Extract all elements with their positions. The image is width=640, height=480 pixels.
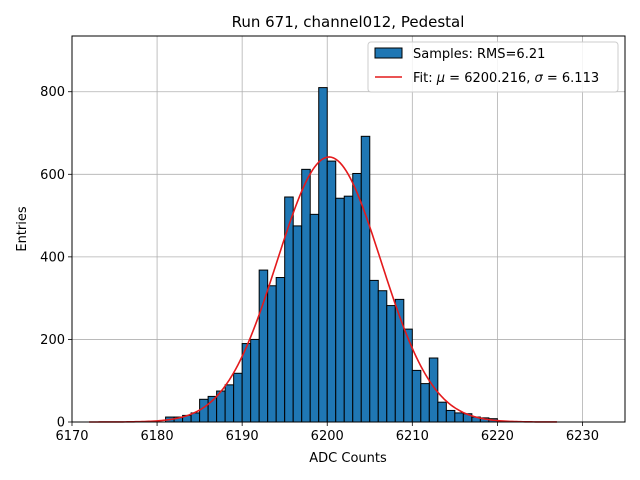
y-tick-label: 200: [40, 333, 65, 348]
x-axis-label: ADC Counts: [309, 451, 387, 466]
y-tick-label: 600: [40, 168, 65, 183]
x-tick-label: 6200: [311, 429, 344, 444]
legend-swatch-samples: [374, 47, 403, 59]
histogram-bar: [309, 213, 320, 423]
histogram-bar: [437, 401, 447, 423]
histogram-bar: [369, 279, 379, 423]
y-tick-label: 800: [40, 85, 65, 100]
histogram-bar: [454, 412, 464, 423]
legend-fit-sigma-part: = 6.113: [543, 71, 599, 86]
chart-title: Run 671, channel012, Pedestal: [232, 13, 465, 31]
x-tick-label: 6210: [396, 429, 429, 444]
legend-label-fit: Fit: μ = 6200.216, σ = 6.113: [413, 71, 599, 86]
histogram-bar: [326, 160, 337, 423]
histogram-bar: [335, 197, 345, 423]
histogram-bar: [284, 196, 294, 423]
x-tick-label: 6230: [566, 429, 599, 444]
histogram-bar: [233, 372, 243, 423]
histogram-bar: [250, 338, 260, 423]
histogram-bar: [360, 135, 371, 423]
histogram-bar: [420, 383, 430, 423]
y-axis-ticks: 0 200 400 600 800: [40, 85, 72, 431]
x-tick-label: 6180: [141, 429, 174, 444]
x-tick-label: 6220: [481, 429, 514, 444]
sigma-symbol: σ: [535, 71, 544, 86]
histogram-bar: [343, 195, 354, 423]
histogram-bar: [301, 168, 311, 423]
histogram-bar: [275, 277, 286, 423]
histogram-bar: [267, 285, 277, 423]
legend: Samples: RMS=6.21 Fit: μ = 6200.216, σ =…: [367, 41, 619, 93]
legend-fit-mu-part: = 6200.216,: [445, 71, 534, 86]
y-tick-label: 0: [57, 416, 65, 431]
fit-curve: [89, 156, 557, 423]
legend-label-samples: Samples: RMS=6.21: [413, 47, 545, 62]
histogram-bar: [224, 384, 235, 423]
y-axis-label: Entries: [15, 206, 30, 252]
y-tick-label: 400: [40, 250, 65, 265]
histogram-bars: [165, 87, 498, 423]
histogram-bar: [403, 328, 413, 423]
histogram-bar: [386, 305, 396, 423]
histogram-bar: [352, 172, 362, 423]
mu-symbol: μ: [436, 71, 445, 86]
x-tick-label: 6190: [226, 429, 259, 444]
histogram-bar: [292, 225, 303, 423]
histogram-bar: [199, 398, 209, 423]
legend-box: [367, 41, 619, 93]
histogram-bar: [318, 87, 328, 423]
histogram-bar: [445, 409, 456, 423]
plot-frame: [71, 35, 626, 423]
histogram-bar: [377, 290, 388, 423]
legend-fit-prefix: Fit:: [413, 71, 437, 86]
histogram-bar: [411, 369, 422, 423]
x-tick-label: 6170: [55, 429, 88, 444]
x-axis-ticks: 6170 6180 6190 6200 6210 6220 6230: [55, 422, 599, 444]
